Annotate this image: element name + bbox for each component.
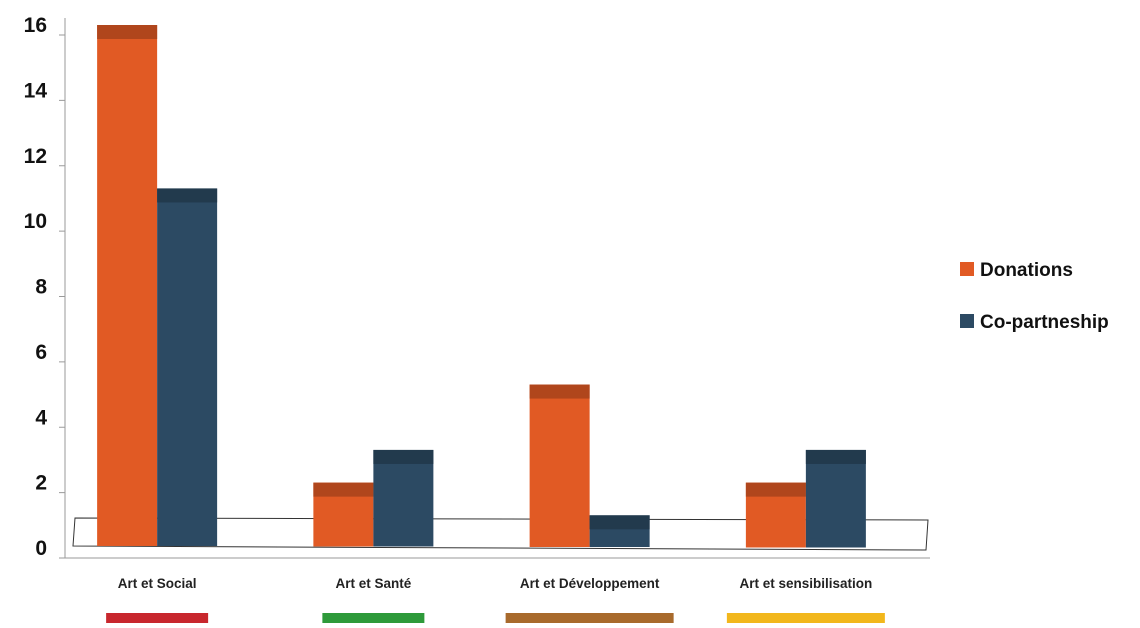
category-color-strip xyxy=(322,613,425,623)
y-tick-label: 14 xyxy=(24,79,48,102)
y-tick-label: 10 xyxy=(24,210,47,233)
x-category-label: Art et Santé xyxy=(335,576,411,591)
bar-co-partneship xyxy=(157,188,218,546)
y-tick-label: 6 xyxy=(35,341,47,364)
bar-top-face xyxy=(157,188,218,203)
y-tick-label: 8 xyxy=(35,276,47,299)
axis-layer: 0 2 4 6 8 10 12 14 16 xyxy=(24,14,930,560)
x-category-label: Art et sensibilisation xyxy=(739,576,872,591)
x-category-label: Art et Développement xyxy=(520,576,660,591)
x-category-label: Art et Social xyxy=(118,576,197,591)
bar-co-partneship xyxy=(805,449,866,548)
labels-layer: Art et Social Art et Santé Art et Développ… xyxy=(106,576,885,623)
bar-top-face xyxy=(745,482,806,497)
y-tick-label: 12 xyxy=(24,145,47,168)
bar-co-partneship xyxy=(373,449,434,547)
legend-swatch xyxy=(960,262,974,276)
bar-top-face xyxy=(589,515,650,530)
y-tick-label: 16 xyxy=(24,14,47,37)
legend-label: Donations xyxy=(980,260,1073,281)
category-color-strip xyxy=(726,613,885,623)
legend-swatch xyxy=(960,314,974,328)
bar-donations xyxy=(97,25,158,546)
bar-top-face xyxy=(805,449,866,464)
bar-top-face xyxy=(313,482,374,497)
y-tick-label: 0 xyxy=(35,537,47,560)
y-tick-label: 2 xyxy=(35,472,47,495)
y-tick-label: 4 xyxy=(35,406,47,429)
bar-top-face xyxy=(529,384,590,399)
category-color-strip xyxy=(106,613,209,623)
bars-layer xyxy=(97,25,866,548)
bar-top-face xyxy=(373,449,434,464)
legend: Donations Co-partneship xyxy=(960,260,1109,333)
bar-top-face xyxy=(97,25,158,39)
bar-donations xyxy=(529,384,590,547)
category-color-strip xyxy=(505,613,674,623)
legend-label: Co-partneship xyxy=(980,312,1109,333)
